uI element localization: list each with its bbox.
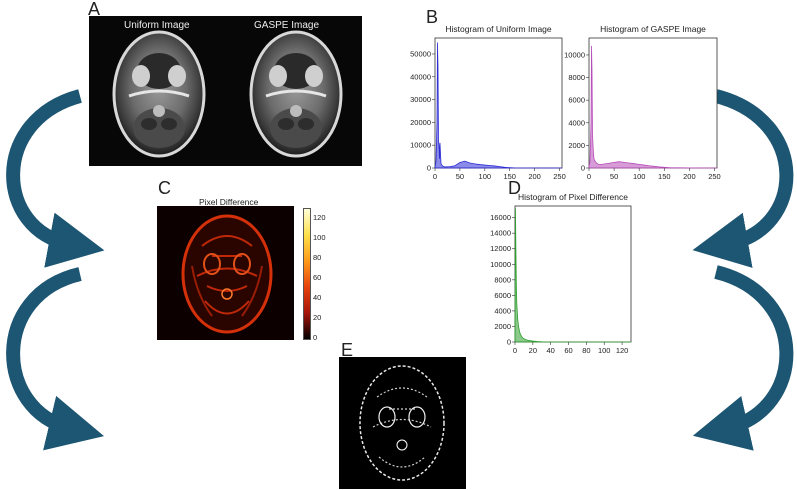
panel-e-label: E [341, 340, 354, 360]
x-tick-label: 60 [564, 346, 572, 355]
histogram-title: Histogram of Pixel Difference [518, 192, 628, 202]
mri-comparison-panel [89, 16, 362, 166]
y-tick-label: 8000 [494, 275, 511, 284]
panel-c-label: C [158, 178, 171, 198]
uniform-mri-image [112, 30, 206, 158]
colorbar-tick-label: 100 [313, 233, 326, 242]
y-tick-label: 10000 [490, 260, 511, 269]
right-lower-arrow [692, 265, 794, 451]
left-upper-arrow [6, 89, 105, 268]
uniform-image-title: Uniform Image [124, 20, 190, 31]
x-tick-label: 40 [547, 346, 555, 355]
y-tick-label: 0 [427, 164, 431, 173]
y-tick-label: 10000 [564, 50, 585, 59]
x-tick-label: 200 [528, 172, 541, 181]
colorbar-tick-label: 0 [313, 333, 318, 342]
y-tick-label: 20000 [410, 118, 431, 127]
histogram-title: Histogram of Uniform Image [445, 24, 552, 34]
gaspe-image-title: GASPE Image [254, 20, 320, 31]
y-tick-label: 30000 [410, 95, 431, 104]
colorbar-tick-label: 60 [313, 273, 322, 282]
y-tick-label: 50000 [410, 49, 431, 58]
y-tick-label: 0 [507, 338, 511, 347]
x-tick-label: 100 [479, 172, 492, 181]
plot-frame [514, 205, 632, 343]
plot-frame [434, 37, 563, 169]
x-tick-label: 250 [708, 172, 721, 181]
x-tick-label: 150 [503, 172, 516, 181]
colorbar-tick-label: 120 [313, 213, 326, 222]
x-tick-label: 50 [610, 172, 618, 181]
pixel-difference-image [157, 206, 294, 340]
y-tick-label: 2000 [494, 322, 511, 331]
y-tick-label: 8000 [568, 73, 585, 82]
histogram-area [588, 45, 718, 169]
x-tick-label: 100 [598, 346, 611, 355]
edge-map-image [339, 357, 466, 489]
plot-frame [588, 37, 718, 169]
colorbar [303, 208, 311, 340]
y-tick-label: 4000 [568, 118, 585, 127]
x-tick-label: 0 [513, 346, 517, 355]
colorbar-tick-label: 20 [313, 313, 322, 322]
x-tick-label: 120 [616, 346, 629, 355]
right-upper-arrow [692, 89, 794, 268]
histogram-title: Histogram of GASPE Image [600, 24, 706, 34]
x-tick-label: 20 [529, 346, 537, 355]
pixel-difference-title: Pixel Difference [199, 197, 259, 207]
y-tick-label: 6000 [568, 96, 585, 105]
x-tick-label: 0 [587, 172, 591, 181]
x-tick-label: 100 [633, 172, 646, 181]
histogram-pixel-difference: Histogram of Pixel Difference 0 20 40 60 80 10… [490, 192, 632, 355]
x-tick-label: 50 [456, 172, 464, 181]
histogram-gaspe: Histogram of GASPE Image 0 50 100 150 200 250 0… [564, 24, 721, 181]
panel-d-label: D [508, 178, 521, 198]
x-tick-label: 0 [433, 172, 437, 181]
left-lower-arrow [6, 267, 105, 451]
x-tick-label: 80 [582, 346, 590, 355]
x-tick-label: 250 [553, 172, 566, 181]
y-tick-label: 10000 [410, 141, 431, 150]
colorbar-tick-label: 80 [313, 253, 322, 262]
histogram-area [434, 42, 563, 169]
x-tick-label: 200 [683, 172, 696, 181]
panel-a-label: A [88, 0, 101, 19]
y-tick-label: 6000 [494, 291, 511, 300]
y-tick-label: 14000 [490, 229, 511, 238]
histogram-uniform: Histogram of Uniform Image 0 50 100 150 200 25… [410, 24, 566, 181]
y-tick-label: 12000 [490, 244, 511, 253]
y-tick-label: 4000 [494, 306, 511, 315]
gaspe-mri-image [249, 30, 343, 158]
panel-b-label: B [426, 7, 439, 27]
y-tick-label: 2000 [568, 141, 585, 150]
y-tick-label: 0 [581, 164, 585, 173]
y-tick-label: 16000 [490, 213, 511, 222]
y-tick-label: 40000 [410, 72, 431, 81]
colorbar-tick-label: 40 [313, 293, 322, 302]
x-tick-label: 150 [658, 172, 671, 181]
histogram-area [514, 208, 631, 343]
